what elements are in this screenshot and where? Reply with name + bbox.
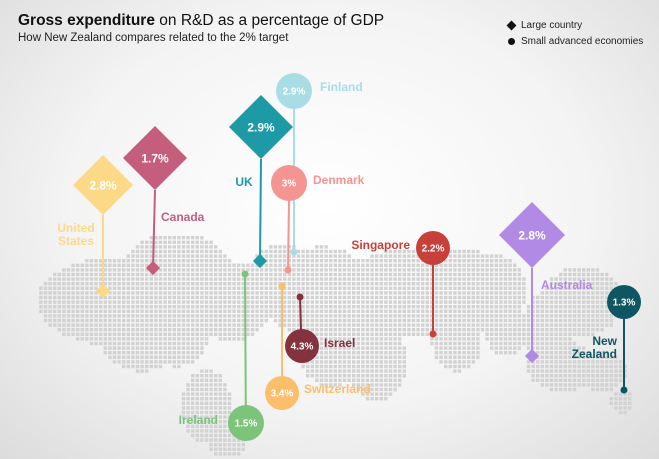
country-label-nz: New Zealand <box>572 334 618 361</box>
value-label-usa: 2.8% <box>89 178 117 192</box>
country-label-uk: UK <box>235 175 253 189</box>
anchor-finland <box>290 248 298 256</box>
legend-item-small: Small advanced economies <box>505 33 643 49</box>
value-label-singapore: 2.2% <box>422 244 445 255</box>
marker-switzerland: 3.4% Switzerland <box>265 282 371 410</box>
marker-denmark: 3% Denmark <box>271 165 365 274</box>
legend-label-large: Large country <box>521 19 583 31</box>
chart-marks: 2.8% United States 1.7% Canada 2.9% UK 2.8% Aust… <box>57 73 641 442</box>
chart-subtitle: How New Zealand compares related to the … <box>18 32 289 44</box>
chart-title: Gross expenditure on R&D as a percentage… <box>18 12 384 30</box>
value-label-uk: 2.9% <box>247 120 275 134</box>
anchor-australia <box>524 348 540 364</box>
anchor-israel <box>296 293 304 301</box>
legend-label-small: Small advanced economies <box>521 35 644 47</box>
badge-finland <box>276 73 312 109</box>
country-label-canada: Canada <box>161 210 205 224</box>
country-label-singapore: Singapore <box>351 238 410 252</box>
badge-usa <box>73 155 133 215</box>
legend: Large country Small advanced economies <box>505 17 643 49</box>
country-label-usa: United States <box>57 221 94 248</box>
value-label-israel: 4.3% <box>291 342 314 353</box>
country-label-ireland: Ireland <box>179 413 218 427</box>
badge-nz <box>607 285 641 319</box>
badge-canada <box>123 126 187 190</box>
value-label-switzerland: 3.4% <box>271 389 294 400</box>
badge-switzerland <box>265 376 299 410</box>
country-label-finland: Finland <box>320 80 363 94</box>
anchor-switzerland <box>278 282 286 290</box>
anchor-singapore <box>429 330 437 338</box>
marker-ireland: 1.5% Ireland <box>179 270 264 442</box>
stem-uk <box>259 158 262 262</box>
value-label-australia: 2.8% <box>518 228 546 242</box>
diamond-icon <box>506 20 516 30</box>
country-label-israel: Israel <box>324 336 355 350</box>
marker-australia: 2.8% Australia <box>499 202 593 364</box>
country-label-australia: Australia <box>541 278 593 292</box>
badge-denmark <box>271 165 307 201</box>
badge-singapore <box>416 231 450 265</box>
value-label-ireland: 1.5% <box>235 419 258 430</box>
anchor-denmark <box>284 266 292 274</box>
anchor-nz <box>620 386 628 394</box>
marker-uk: 2.9% UK <box>229 95 293 269</box>
country-label-switzerland: Switzerland <box>304 382 371 396</box>
value-label-denmark: 3% <box>282 179 297 190</box>
marker-israel: 4.3% Israel <box>285 293 355 364</box>
country-label-denmark: Denmark <box>313 173 365 187</box>
value-label-canada: 1.7% <box>141 151 169 165</box>
badge-australia <box>499 202 565 268</box>
marker-canada: 1.7% Canada <box>123 126 205 276</box>
marker-finland: 2.9% Finland <box>276 73 363 256</box>
badge-ireland <box>228 405 264 441</box>
badge-israel <box>285 329 319 363</box>
stem-canada <box>152 189 156 269</box>
legend-item-large: Large country <box>505 17 643 33</box>
anchor-uk <box>252 253 268 269</box>
marker-usa: 2.8% United States <box>57 155 133 299</box>
badge-uk <box>229 95 293 159</box>
value-label-nz: 1.3% <box>613 298 636 309</box>
marker-singapore: 2.2% Singapore <box>351 231 450 338</box>
anchor-canada <box>145 260 161 276</box>
world-map <box>39 236 632 456</box>
circle-icon <box>507 37 515 45</box>
anchor-ireland <box>241 270 249 278</box>
stem-denmark <box>287 200 290 271</box>
map-dots <box>39 236 632 456</box>
value-label-finland: 2.9% <box>283 87 306 98</box>
title-block: Gross expenditure on R&D as a percentage… <box>18 12 384 44</box>
anchor-usa <box>95 283 111 299</box>
chart-title-rest: on R&D as a percentage of GDP <box>154 12 385 29</box>
marker-nz: 1.3% New Zealand <box>572 285 641 394</box>
chart-title-bold: Gross expenditure <box>18 12 155 29</box>
